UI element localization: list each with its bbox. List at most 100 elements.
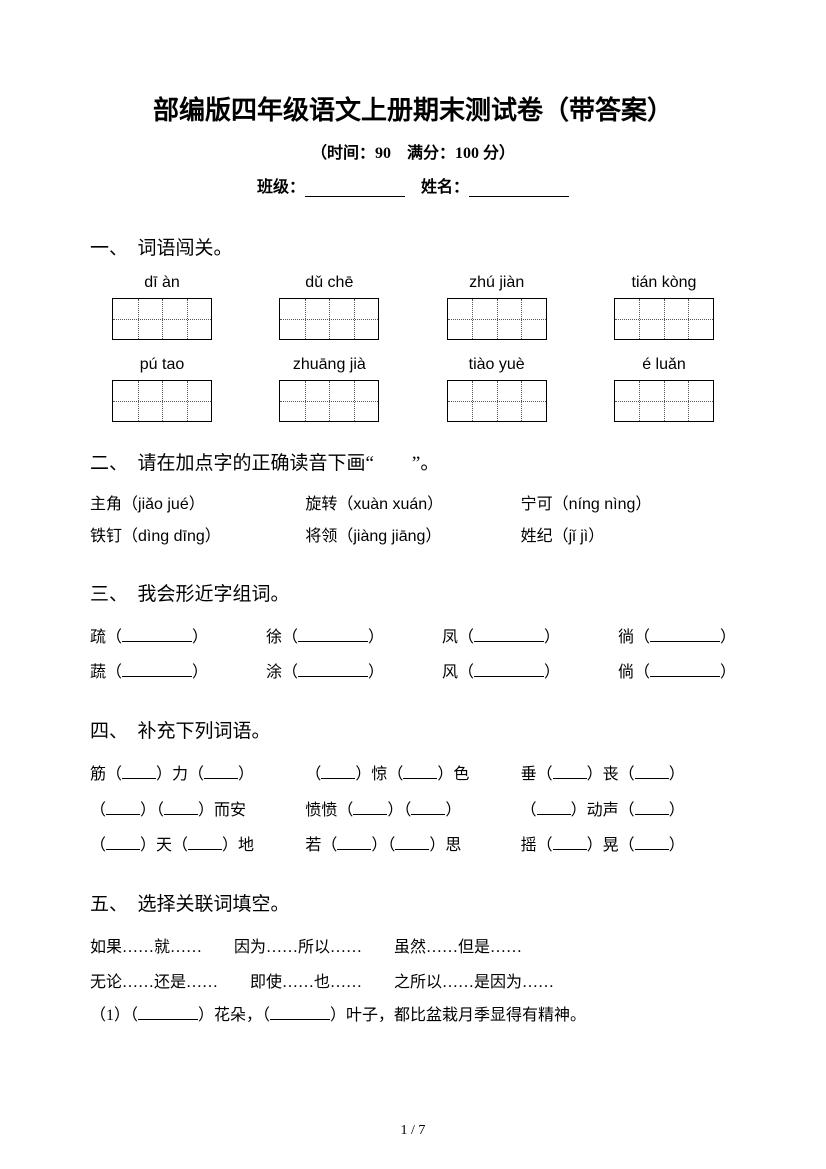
q2-char: 主角: [90, 496, 122, 513]
q4-row: （）（）而安 愤愤（）（） （）动声（）: [90, 793, 736, 828]
answer-blank[interactable]: [298, 629, 368, 642]
conjunction-options: 如果……就…… 因为……所以…… 虽然……但是……: [90, 930, 736, 965]
q3-char: 凤: [442, 629, 458, 646]
answer-blank[interactable]: [553, 837, 587, 850]
idiom-item: 愤愤（）（）: [305, 793, 520, 828]
answer-blank[interactable]: [474, 664, 544, 677]
pinyin-row-1: dī àn dǔ chē zhú jiàn tián kòng: [90, 274, 736, 292]
class-label: 班级：: [257, 179, 305, 196]
class-blank[interactable]: [305, 182, 405, 197]
conjunction-option: 如果……就……: [90, 930, 202, 965]
section-1-heading: 一、 词语闯关。: [90, 233, 736, 260]
answer-blank[interactable]: [270, 1007, 330, 1020]
char-input-box[interactable]: [279, 380, 379, 422]
answer-blank[interactable]: [650, 664, 720, 677]
q2-char: 铁钉: [90, 528, 122, 545]
answer-blank[interactable]: [298, 664, 368, 677]
q5-sentence-1: （1）（）花朵，（）叶子，都比盆栽月季显得有精神。: [90, 1000, 736, 1032]
q2-char: 旋转: [305, 496, 337, 513]
answer-blank[interactable]: [164, 802, 198, 815]
answer-blank[interactable]: [635, 802, 669, 815]
q4-row: （）天（）地 若（）（）思 摇（）晃（）: [90, 828, 736, 863]
answer-blank[interactable]: [188, 837, 222, 850]
q4-row: 筋（）力（） （）惊（）色 垂（）丧（）: [90, 757, 736, 792]
q2-row: 铁钉（dìng dīng） 将领（jiàng jiāng） 姓纪（jǐ jì）: [90, 521, 736, 553]
char-input-box[interactable]: [447, 298, 547, 340]
char-input-box[interactable]: [447, 380, 547, 422]
idiom-item: 若（）（）思: [305, 828, 520, 863]
name-label: 姓名：: [421, 179, 469, 196]
q3-char: 风: [442, 664, 458, 681]
q3-char: 涂: [266, 664, 282, 681]
section-5-heading: 五、 选择关联词填空。: [90, 889, 736, 916]
char-input-box[interactable]: [112, 380, 212, 422]
pinyin-label: pú tao: [92, 356, 232, 374]
answer-blank[interactable]: [403, 766, 437, 779]
answer-blank[interactable]: [553, 766, 587, 779]
char-box-row-2: [90, 380, 736, 422]
idiom-item: 摇（）晃（）: [521, 828, 736, 863]
char-box-row-1: [90, 298, 736, 340]
pinyin-label: é luǎn: [594, 356, 734, 374]
q2-pinyin: （jǐ jì）: [553, 528, 605, 545]
idiom-item: 垂（）丧（）: [521, 757, 736, 792]
answer-blank[interactable]: [635, 766, 669, 779]
q2-row: 主角（jiǎo jué） 旋转（xuàn xuán） 宁可（níng nìng）: [90, 489, 736, 521]
pinyin-label: zhú jiàn: [427, 274, 567, 292]
answer-blank[interactable]: [106, 837, 140, 850]
q2-pinyin: （níng nìng）: [553, 496, 652, 513]
conjunction-options: 无论……还是…… 即使……也…… 之所以……是因为……: [90, 965, 736, 1000]
page: 部编版四年级语文上册期末测试卷（带答案） （时间：90 满分：100 分） 班级…: [0, 0, 826, 1169]
q2-char: 将领: [305, 528, 337, 545]
pinyin-label: dǔ chē: [259, 274, 399, 292]
answer-blank[interactable]: [321, 766, 355, 779]
idiom-item: 筋（）力（）: [90, 757, 305, 792]
answer-blank[interactable]: [650, 629, 720, 642]
document-title: 部编版四年级语文上册期末测试卷（带答案）: [90, 90, 736, 127]
q3-char: 倘: [618, 664, 634, 681]
answer-blank[interactable]: [122, 664, 192, 677]
q2-char: 姓纪: [521, 528, 553, 545]
idiom-item: （）惊（）色: [305, 757, 520, 792]
pinyin-label: tián kòng: [594, 274, 734, 292]
conjunction-option: 因为……所以……: [234, 930, 362, 965]
q2-pinyin: （dìng dīng）: [122, 528, 221, 545]
answer-blank[interactable]: [635, 837, 669, 850]
char-input-box[interactable]: [614, 298, 714, 340]
answer-blank[interactable]: [122, 629, 192, 642]
answer-blank[interactable]: [353, 802, 387, 815]
section-3-heading: 三、 我会形近字组词。: [90, 579, 736, 606]
char-input-box[interactable]: [279, 298, 379, 340]
q2-pinyin: （jiàng jiāng）: [337, 528, 441, 545]
document-subtitle: （时间：90 满分：100 分）: [90, 139, 736, 163]
answer-blank[interactable]: [122, 766, 156, 779]
answer-blank[interactable]: [138, 1007, 198, 1020]
answer-blank[interactable]: [537, 802, 571, 815]
answer-blank[interactable]: [411, 802, 445, 815]
char-input-box[interactable]: [614, 380, 714, 422]
q3-char: 徜: [618, 629, 634, 646]
q3-char: 徐: [266, 629, 282, 646]
q3-char: 疏: [90, 629, 106, 646]
char-input-box[interactable]: [112, 298, 212, 340]
section-4-heading: 四、 补充下列词语。: [90, 716, 736, 743]
answer-blank[interactable]: [337, 837, 371, 850]
section-2-heading: 二、 请在加点字的正确读音下画“ ”。: [90, 448, 736, 475]
name-blank[interactable]: [469, 182, 569, 197]
pinyin-label: tiào yuè: [427, 356, 567, 374]
conjunction-option: 即使……也……: [250, 965, 362, 1000]
conjunction-option: 虽然……但是……: [394, 930, 522, 965]
conjunction-option: 无论……还是……: [90, 965, 218, 1000]
answer-blank[interactable]: [106, 802, 140, 815]
idiom-item: （）动声（）: [521, 793, 736, 828]
answer-blank[interactable]: [395, 837, 429, 850]
idiom-item: （）天（）地: [90, 828, 305, 863]
q3-row: 蔬（） 涂（） 风（） 倘（）: [90, 655, 736, 690]
idiom-item: （）（）而安: [90, 793, 305, 828]
pinyin-label: dī àn: [92, 274, 232, 292]
pinyin-label: zhuāng jià: [259, 356, 399, 374]
q2-pinyin: （jiǎo jué）: [122, 496, 205, 513]
q2-char: 宁可: [521, 496, 553, 513]
answer-blank[interactable]: [204, 766, 238, 779]
answer-blank[interactable]: [474, 629, 544, 642]
